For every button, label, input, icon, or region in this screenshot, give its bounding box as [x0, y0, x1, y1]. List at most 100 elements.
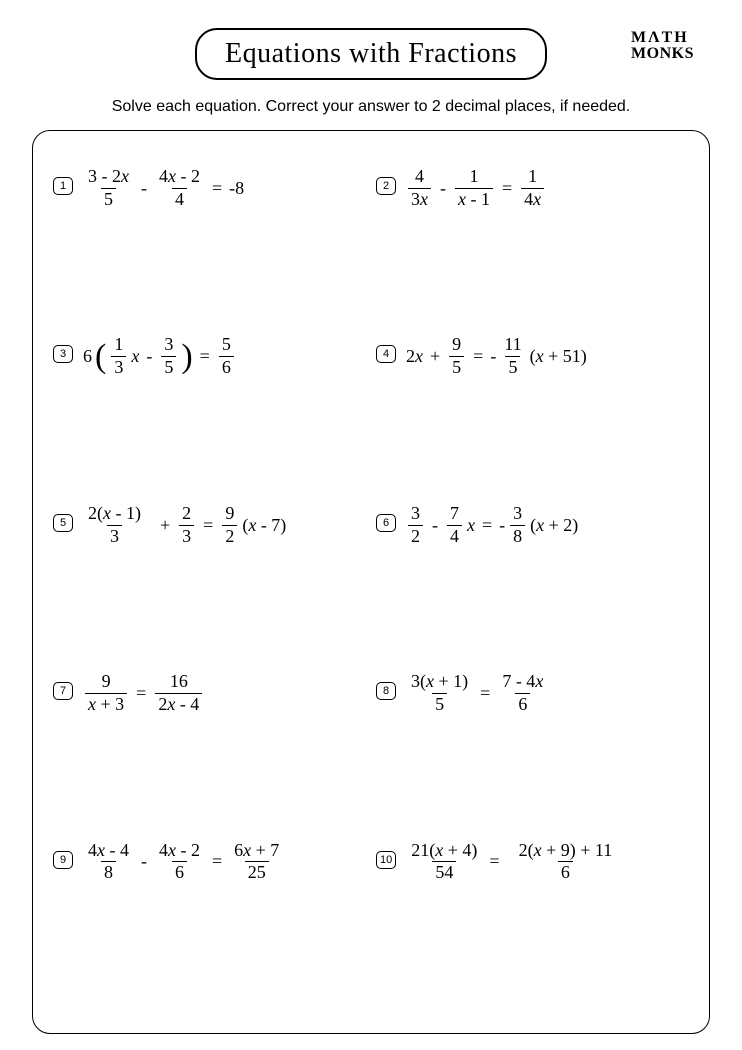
denominator: x - 1 — [455, 188, 493, 210]
fraction: 92 — [222, 504, 237, 547]
denominator: 8 — [101, 861, 116, 883]
expr-text: 2x — [406, 346, 423, 367]
equals-sign: = — [136, 683, 146, 704]
problem-number: 4 — [376, 345, 396, 363]
numerator: 3(x + 1) — [408, 672, 471, 693]
problem-10: 10 21(x + 4)54 = 2(x + 9) + 116 — [376, 835, 689, 1003]
fraction: 35 — [161, 335, 176, 378]
equals-sign: = — [200, 346, 210, 367]
fraction: 21(x + 4)54 — [408, 841, 480, 884]
expr-text: (x + 51) — [530, 346, 587, 367]
numerator: 9 — [222, 504, 237, 525]
numerator: 4x - 2 — [156, 167, 203, 188]
problem-1: 13 - 2x5-4x - 24=-8 — [53, 161, 366, 329]
equation: 43x-1x - 1=14x — [406, 167, 546, 210]
numerator: 5 — [219, 335, 234, 356]
expr-text: - — [499, 515, 505, 536]
denominator: 2 — [408, 525, 423, 547]
expr-text: x — [131, 346, 139, 367]
numerator: 6x + 7 — [231, 841, 282, 862]
logo-line-2: MONKS — [631, 46, 694, 62]
fraction: 23 — [179, 504, 194, 547]
problem-number: 5 — [53, 514, 73, 532]
expr-text: (x - 7) — [242, 515, 286, 536]
fraction: 9x + 3 — [85, 672, 127, 715]
operator: - — [141, 178, 147, 199]
numerator: 2(x - 1) — [85, 504, 144, 525]
numerator: 1 — [111, 335, 126, 356]
numerator: 9 — [449, 335, 464, 356]
numerator: 1 — [467, 167, 482, 188]
problem-number: 7 — [53, 682, 73, 700]
denominator: 6 — [558, 861, 573, 883]
equation: 4x - 48-4x - 26 = 6x + 725 — [83, 841, 284, 884]
denominator: 6 — [219, 356, 234, 378]
fraction: 2(x + 9) + 116 — [516, 841, 616, 884]
equals-sign: = — [489, 851, 499, 872]
problem-number: 10 — [376, 851, 396, 869]
problem-9: 9 4x - 48-4x - 26 = 6x + 725 — [53, 835, 366, 1003]
denominator: 2x - 4 — [155, 693, 202, 715]
equation: 2(x - 1)3+23=92(x - 7) — [83, 504, 286, 547]
denominator: 8 — [510, 525, 525, 547]
numerator: 3 — [510, 504, 525, 525]
equals-sign: = — [482, 515, 492, 536]
numerator: 3 — [408, 504, 423, 525]
numerator: 2(x + 9) + 11 — [516, 841, 616, 862]
denominator: 5 — [161, 356, 176, 378]
fraction: 3 - 2x5 — [85, 167, 132, 210]
equation: 2x+95=-115(x + 51) — [406, 335, 587, 378]
denominator: 6 — [515, 693, 530, 715]
denominator: x + 3 — [85, 693, 127, 715]
numerator: 9 — [99, 672, 114, 693]
fraction: 74 — [447, 504, 462, 547]
fraction: 43x — [408, 167, 431, 210]
operator: - — [141, 851, 147, 872]
operator: - — [146, 346, 152, 367]
numerator: 4 — [412, 167, 427, 188]
fraction: 2(x - 1)3 — [85, 504, 144, 547]
denominator: 3 — [111, 356, 126, 378]
problem-grid: 13 - 2x5-4x - 24=-8243x-1x - 1=14x36(13x… — [53, 161, 689, 1003]
denominator: 3x — [408, 188, 431, 210]
worksheet-container: 13 - 2x5-4x - 24=-8243x-1x - 1=14x36(13x… — [32, 130, 710, 1034]
fraction: 38 — [510, 504, 525, 547]
problem-8: 83(x + 1)5=7 - 4x6 — [376, 666, 689, 834]
numerator: 3 - 2x — [85, 167, 132, 188]
equals-sign: = — [212, 851, 222, 872]
logo-line-1: MΛTH — [631, 30, 694, 46]
equation: 21(x + 4)54 = 2(x + 9) + 116 — [406, 841, 617, 884]
denominator: 4 — [447, 525, 462, 547]
denominator: 54 — [432, 861, 456, 883]
equals-sign: = — [473, 346, 483, 367]
problem-4: 42x+95=-115(x + 51) — [376, 329, 689, 497]
problem-number: 1 — [53, 177, 73, 195]
operator: - — [440, 178, 446, 199]
equals-sign: = — [502, 178, 512, 199]
fraction: 4x - 26 — [156, 841, 203, 884]
fraction: 56 — [219, 335, 234, 378]
fraction: 6x + 725 — [231, 841, 282, 884]
problem-2: 243x-1x - 1=14x — [376, 161, 689, 329]
problem-number: 6 — [376, 514, 396, 532]
numerator: 7 — [447, 504, 462, 525]
operator: - — [432, 515, 438, 536]
operator: + — [160, 515, 170, 536]
numerator: 1 — [525, 167, 540, 188]
numerator: 3 — [161, 335, 176, 356]
problem-number: 2 — [376, 177, 396, 195]
numerator: 7 - 4x — [499, 672, 546, 693]
numerator: 11 — [501, 335, 524, 356]
fraction: 162x - 4 — [155, 672, 202, 715]
instructions-text: Solve each equation. Correct your answer… — [0, 98, 742, 116]
equation: 32-74x=-38(x + 2) — [406, 504, 578, 547]
fraction: 7 - 4x6 — [499, 672, 546, 715]
problem-number: 9 — [53, 851, 73, 869]
problem-7: 7 9x + 3 = 162x - 4 — [53, 666, 366, 834]
denominator: 25 — [245, 861, 269, 883]
denominator: 5 — [449, 356, 464, 378]
problem-6: 6 32-74x=-38(x + 2) — [376, 498, 689, 666]
fraction: 115 — [501, 335, 524, 378]
equation: 9x + 3 = 162x - 4 — [83, 672, 204, 715]
fraction: 4x - 48 — [85, 841, 132, 884]
